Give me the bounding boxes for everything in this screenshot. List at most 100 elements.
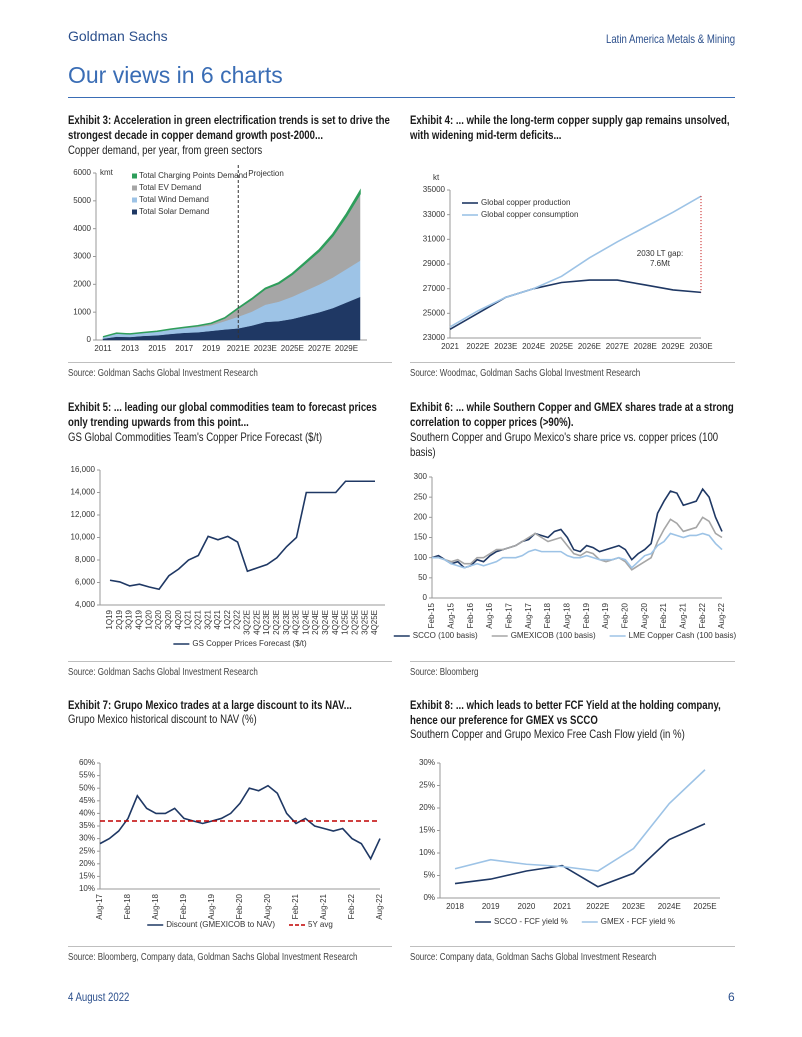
x-tick-label: Feb-22 bbox=[347, 893, 356, 919]
x-tick-label: 2017 bbox=[175, 344, 193, 353]
y-tick-label: 150 bbox=[414, 533, 428, 542]
y-tick-label: 23000 bbox=[423, 333, 446, 342]
legend: SCCO (100 basis) GMEXICOB (100 basis) LME … bbox=[393, 631, 737, 640]
legend-label: GMEXICOB (100 basis) bbox=[511, 631, 596, 640]
x-tick-label: 3Q20 bbox=[164, 609, 173, 629]
x-tick-label: 2022E bbox=[586, 902, 609, 911]
x-tick-label: 2027E bbox=[308, 344, 331, 353]
y-tick-label: 5% bbox=[423, 871, 435, 880]
y-tick-label: 15% bbox=[79, 872, 95, 881]
line bbox=[432, 532, 723, 569]
x-tick-label: 2013 bbox=[121, 344, 139, 353]
legend-label: Total Solar Demand bbox=[139, 207, 209, 216]
y-tick-label: 10% bbox=[419, 848, 435, 857]
x-tick-label: 2Q20 bbox=[154, 609, 163, 629]
line bbox=[431, 487, 723, 569]
legend-label: GMEX - FCF yield % bbox=[601, 917, 675, 926]
y-tick-label: 8,000 bbox=[75, 555, 96, 564]
x-tick-label: Aug-19 bbox=[207, 893, 216, 919]
legend: GS Copper Prices Forecast ($/t) bbox=[173, 639, 307, 648]
exhibit-subtitle: Southern Copper and Grupo Mexico's share… bbox=[410, 430, 719, 459]
legend-label: Global copper production bbox=[481, 198, 570, 207]
x-tick-label: Feb-21 bbox=[659, 602, 668, 628]
line bbox=[109, 480, 375, 591]
rule bbox=[68, 946, 392, 947]
x-tick-label: 2029E bbox=[662, 342, 685, 351]
x-tick-label: 3Q21 bbox=[203, 609, 212, 629]
legend: Global copper production Global copper co… bbox=[462, 198, 578, 219]
y-tick-label: 30% bbox=[419, 758, 435, 767]
y-tick-label: 200 bbox=[414, 512, 428, 521]
y-tick-label: 12,000 bbox=[71, 510, 96, 519]
legend-swatch bbox=[132, 185, 137, 191]
x-tick-label: 2021E bbox=[227, 344, 250, 353]
x-tick-label: 3Q23E bbox=[282, 610, 291, 635]
rule bbox=[410, 946, 735, 947]
x-tick-label: 2025E bbox=[550, 342, 573, 351]
y-tick-label: 27000 bbox=[423, 284, 446, 293]
y-tick-label: 10% bbox=[79, 884, 95, 893]
x-tick-label: 3Q24E bbox=[321, 610, 330, 635]
x-tick-label: 4Q20 bbox=[174, 609, 183, 629]
legend-label: SCCO - FCF yield % bbox=[494, 917, 568, 926]
x-tick-label: 2023E bbox=[254, 344, 277, 353]
x-tick-label: 2015 bbox=[148, 344, 166, 353]
x-tick-label: 1Q22 bbox=[223, 609, 232, 629]
x-tick-label: 2Q19 bbox=[115, 609, 124, 629]
x-tick-label: Aug-22 bbox=[375, 893, 384, 919]
x-tick-label: 2028E bbox=[634, 342, 657, 351]
x-tick-label: 2Q25E bbox=[350, 610, 359, 635]
x-tick-label: 3Q22E bbox=[243, 610, 252, 635]
page-title: Our views in 6 charts bbox=[68, 62, 283, 88]
x-tick-label: Aug-19 bbox=[601, 602, 610, 628]
line bbox=[449, 279, 702, 331]
legend: Total Charging Points Demand Total EV Dem… bbox=[132, 171, 248, 216]
area bbox=[102, 188, 361, 338]
x-tick-label: 2021 bbox=[441, 342, 459, 351]
y-tick-label: 33000 bbox=[423, 210, 446, 219]
x-tick-label: 2025E bbox=[281, 344, 304, 353]
x-tick-label: Aug-22 bbox=[717, 602, 726, 628]
brand: Goldman Sachs bbox=[68, 28, 168, 44]
x-tick-label: 2018 bbox=[446, 902, 464, 911]
x-tick-label: 2011 bbox=[94, 344, 112, 353]
y-tick-label: 20% bbox=[419, 803, 435, 812]
exhibit-title: Exhibit 7: Grupo Mexico trades at a larg… bbox=[68, 698, 352, 712]
x-tick-label: 2026E bbox=[578, 342, 601, 351]
x-tick-label: 2019 bbox=[482, 902, 500, 911]
annotation: Projection bbox=[248, 169, 284, 178]
report-sector: Latin America Metals & Mining bbox=[606, 32, 736, 46]
y-tick-label: 50 bbox=[418, 573, 427, 582]
y-unit: kt bbox=[433, 173, 440, 182]
x-tick-label: 2027E bbox=[606, 342, 629, 351]
y-tick-label: 4,000 bbox=[75, 600, 96, 609]
x-tick-label: 4Q23E bbox=[292, 610, 301, 635]
x-tick-label: 2Q24E bbox=[311, 610, 320, 635]
legend-label: SCCO (100 basis) bbox=[413, 631, 478, 640]
x-tick-label: 1Q21 bbox=[184, 609, 193, 629]
exhibit-title: Exhibit 5: ... leading our global commod… bbox=[68, 400, 377, 429]
y-tick-label: 55% bbox=[79, 771, 95, 780]
y-tick-label: 30% bbox=[79, 834, 95, 843]
y-tick-label: 31000 bbox=[423, 234, 446, 243]
line bbox=[432, 516, 723, 571]
legend: Discount (GMEXICOB to NAV) 5Y avg bbox=[147, 920, 333, 929]
legend-swatch bbox=[132, 209, 137, 215]
rule bbox=[68, 661, 392, 662]
legend-label: LME Copper Cash (100 basis) bbox=[629, 631, 737, 640]
y-tick-label: 25% bbox=[419, 781, 435, 790]
line bbox=[454, 769, 706, 872]
x-tick-label: Feb-17 bbox=[504, 602, 513, 628]
annotation: 7.6Mt bbox=[650, 259, 671, 268]
x-tick-label: 1Q19 bbox=[105, 609, 114, 629]
page-number: 6 bbox=[728, 990, 735, 1004]
x-tick-label: Aug-18 bbox=[151, 893, 160, 919]
line bbox=[99, 784, 381, 861]
x-tick-label: 2025E bbox=[693, 902, 716, 911]
y-tick-label: 29000 bbox=[423, 259, 446, 268]
x-tick-label: 2Q22 bbox=[233, 609, 242, 629]
legend-label: Global copper consumption bbox=[481, 210, 578, 219]
legend-label: Total EV Demand bbox=[139, 183, 201, 192]
x-tick-label: Feb-19 bbox=[179, 893, 188, 919]
